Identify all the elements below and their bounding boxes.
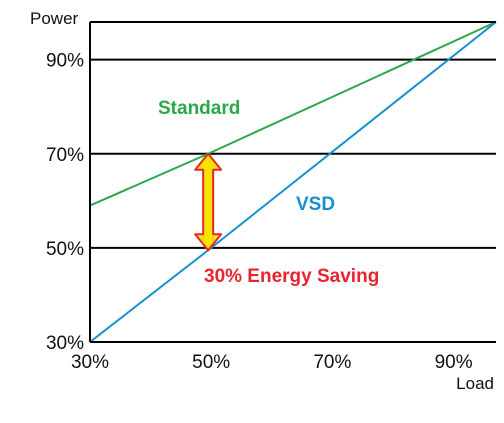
series-lines — [89, 21, 497, 343]
y-tick-label: 90% — [46, 51, 84, 72]
series-label-standard: Standard — [158, 98, 240, 119]
energy-saving-label: 30% Energy Saving — [204, 266, 379, 287]
x-axis-label: Load — [456, 374, 494, 393]
series-line-standard — [89, 21, 497, 207]
x-tick-label: 70% — [313, 352, 351, 373]
tick-labels: 30% 50% 70% 90% 30% 50% 70% 90% — [46, 51, 473, 373]
x-tick-label: 50% — [192, 352, 230, 373]
y-tick-label: 50% — [46, 239, 84, 260]
series-line-vsd — [89, 21, 497, 343]
x-tick-label: 30% — [71, 352, 109, 373]
y-axis-label: Power — [30, 9, 79, 28]
double-arrow-icon — [194, 152, 223, 252]
plot-frame — [89, 21, 496, 343]
series-label-vsd: VSD — [296, 194, 335, 215]
y-tick-label: 30% — [46, 333, 84, 354]
saving-arrow — [194, 152, 223, 252]
gridlines — [90, 58, 496, 249]
x-tick-label: 90% — [435, 352, 473, 373]
y-tick-label: 70% — [46, 145, 84, 166]
